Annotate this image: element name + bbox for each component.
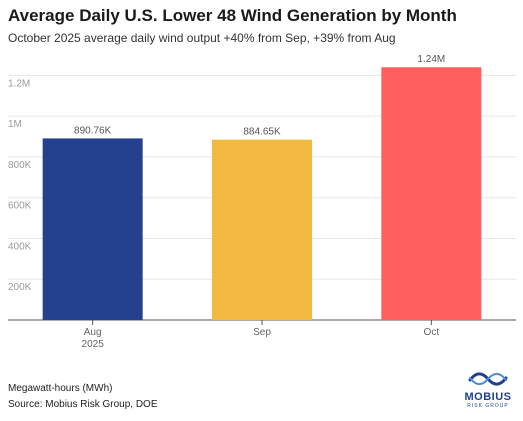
- data-label: 890.76K: [74, 125, 112, 136]
- y-tick-label: 800K: [8, 160, 32, 171]
- mobius-logo: MOBIUS RISK GROUP: [460, 372, 516, 409]
- chart-subtitle: October 2025 average daily wind output +…: [8, 31, 396, 45]
- bar: [42, 138, 143, 320]
- logo-subtitle: RISK GROUP: [467, 403, 509, 409]
- y-tick-label: 600K: [8, 201, 32, 212]
- bar: [381, 67, 482, 320]
- source-note: Source: Mobius Risk Group, DOE: [8, 399, 158, 410]
- y-tick-label: 1.2M: [8, 78, 30, 89]
- data-label: 1.24M: [417, 54, 445, 65]
- x-tick-sublabel: 2025: [82, 339, 105, 350]
- bar: [212, 139, 312, 320]
- unit-note: Megawatt-hours (MWh): [8, 383, 113, 394]
- y-tick-label: 200K: [8, 282, 32, 293]
- y-tick-label: 400K: [8, 241, 32, 252]
- logo-name: MOBIUS: [464, 391, 512, 403]
- x-tick-label: Sep: [253, 327, 271, 338]
- chart-title: Average Daily U.S. Lower 48 Wind Generat…: [8, 6, 457, 25]
- mobius-wave-icon: [468, 372, 508, 386]
- data-label: 884.65K: [243, 127, 281, 138]
- y-tick-label: 1M: [8, 119, 22, 130]
- x-tick-label: Oct: [424, 327, 440, 338]
- x-tick-label: Aug: [84, 327, 102, 338]
